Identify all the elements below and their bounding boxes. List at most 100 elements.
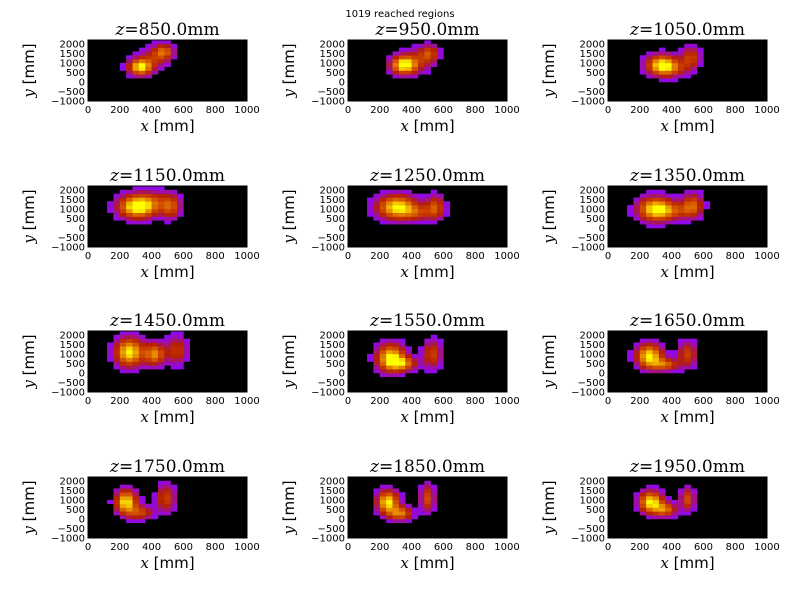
- heatmap-cell: [177, 353, 184, 358]
- heatmap-cell: [671, 208, 679, 213]
- heatmap-cell: [646, 515, 653, 520]
- heatmap-cell: [138, 59, 146, 64]
- heatmap-cell: [138, 189, 146, 194]
- heatmap-cell: [145, 55, 152, 60]
- heatmap-cell: [417, 507, 425, 512]
- heatmap-cell: [164, 488, 171, 493]
- heatmap-cell: [690, 342, 698, 347]
- heatmap-cell: [417, 59, 425, 64]
- heatmap-cell: [627, 353, 634, 358]
- heatmap-cell: [157, 365, 165, 370]
- heatmap-cell: [386, 350, 393, 355]
- heatmap-cell: [424, 342, 431, 347]
- heatmap-cell: [646, 62, 653, 67]
- heatmap-cell: [164, 59, 171, 64]
- heatmap-cell: [386, 62, 393, 67]
- heatmap-cell: [430, 365, 438, 370]
- heatmap-cell: [684, 205, 691, 210]
- heatmap-cell: [170, 338, 178, 343]
- heatmap-cell: [132, 201, 140, 206]
- x-axis-label: x [mm]: [400, 408, 454, 426]
- x-tick-label: 600: [434, 105, 453, 116]
- x-tick-label: 1000: [754, 542, 779, 553]
- heatmap-cell: [107, 208, 114, 213]
- heatmap-cell: [126, 66, 133, 71]
- heatmap-cell: [164, 496, 171, 501]
- heatmap-cell: [177, 331, 184, 336]
- heatmap-cell: [652, 59, 660, 64]
- heatmap-cell: [177, 342, 184, 347]
- heatmap-cell: [417, 365, 425, 370]
- heatmap-cell: [126, 59, 133, 64]
- heatmap-cell: [113, 193, 121, 198]
- y-tick-label: 2000: [60, 39, 85, 50]
- heatmap-cell: [132, 342, 140, 347]
- heatmap-cell: [684, 488, 691, 493]
- heatmap-cell: [379, 365, 387, 370]
- heatmap-cell: [386, 208, 393, 213]
- heatmap-cell: [411, 197, 419, 202]
- heatmap-cell: [652, 357, 660, 362]
- heatmap-cell: [690, 492, 698, 497]
- y-tick-label: 500: [586, 359, 605, 370]
- heatmap-cell: [157, 342, 165, 347]
- heatmap-cell: [138, 197, 146, 202]
- heatmap-cell: [405, 197, 412, 202]
- heatmap-cell: [126, 515, 133, 520]
- heatmap-cell: [151, 197, 159, 202]
- heatmap-cell: [373, 369, 381, 374]
- heatmap-cells: [107, 480, 178, 524]
- heatmap-cell: [386, 220, 393, 225]
- heatmap-cell: [627, 357, 634, 362]
- heatmap-cell: [684, 499, 691, 504]
- heatmap-cell: [417, 350, 425, 355]
- heatmap-cell: [164, 208, 171, 213]
- heatmap-cell: [379, 205, 387, 210]
- heatmap-cell: [392, 51, 400, 56]
- heatmap-cell: [113, 492, 121, 497]
- heatmap-cell: [639, 507, 647, 512]
- heatmap-cell: [665, 78, 672, 83]
- heatmap-cell: [119, 338, 127, 343]
- y-tick-label: 2000: [60, 476, 85, 487]
- heatmap-cell: [690, 350, 698, 355]
- heatmap-cell: [151, 511, 159, 516]
- heatmap-cells: [367, 334, 444, 378]
- heatmap-cell: [671, 197, 679, 202]
- x-tick-label: 200: [630, 251, 649, 262]
- heatmap-cell: [138, 350, 146, 355]
- heatmap-cell: [398, 201, 406, 206]
- heatmap-cell: [627, 205, 634, 210]
- heatmap-cell: [424, 361, 431, 366]
- x-tick-label: 800: [726, 105, 745, 116]
- heatmap-cell: [132, 205, 140, 210]
- heatmap-cell: [417, 484, 425, 489]
- heatmap-cell: [379, 484, 387, 489]
- heatmap-cell: [690, 193, 698, 198]
- heatmap-cell: [671, 193, 679, 198]
- heatmap-cell: [157, 357, 165, 362]
- heatmap-cell: [658, 78, 666, 83]
- x-tick-label: 1000: [234, 542, 259, 553]
- heatmap-cell: [665, 357, 672, 362]
- heatmap-cells: [386, 40, 444, 79]
- heatmap-cell: [652, 507, 660, 512]
- heatmap-cell: [430, 47, 438, 52]
- heatmap-cell: [652, 496, 660, 501]
- heatmap-cell: [138, 220, 146, 225]
- heatmap-cell: [405, 361, 412, 366]
- heatmap-cell: [386, 197, 393, 202]
- heatmap-cell: [113, 208, 121, 213]
- heatmap-cell: [697, 216, 704, 221]
- heatmap-cell: [405, 74, 412, 79]
- heatmap-cell: [170, 361, 178, 366]
- heatmap-cell: [658, 74, 666, 79]
- heatmap-cell: [430, 338, 438, 343]
- heatmap-cell: [398, 62, 406, 67]
- y-tick-label: 0: [339, 514, 345, 525]
- heatmap-cell: [671, 369, 679, 374]
- heatmap-cell: [119, 66, 127, 71]
- heatmap-cell: [386, 499, 393, 504]
